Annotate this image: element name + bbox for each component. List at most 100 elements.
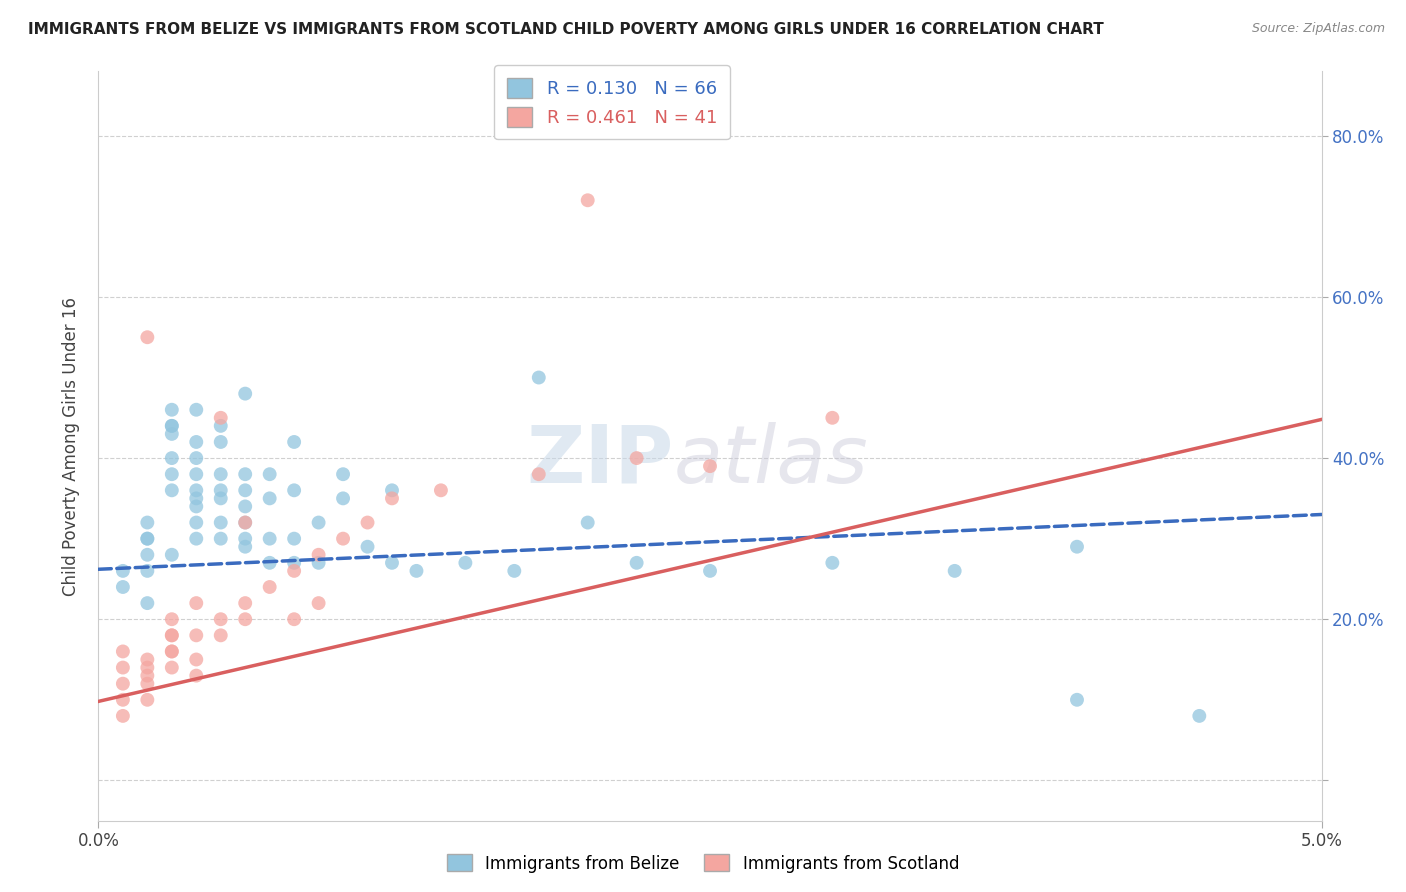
Point [332,467,354,482]
Point [381,491,404,506]
Point [111,693,134,707]
Point [1188,709,1211,723]
Point [527,370,550,384]
Point [111,676,134,690]
Point [381,483,404,498]
Point [699,459,721,474]
Point [943,564,966,578]
Point [259,556,281,570]
Point [160,628,183,642]
Point [308,516,330,530]
Text: Source: ZipAtlas.com: Source: ZipAtlas.com [1251,22,1385,36]
Point [283,556,305,570]
Text: atlas: atlas [673,422,868,500]
Point [405,564,427,578]
Point [503,564,526,578]
Point [160,467,183,482]
Point [209,628,232,642]
Point [356,516,378,530]
Point [283,434,305,449]
Legend: R = 0.130   N = 66, R = 0.461   N = 41: R = 0.130 N = 66, R = 0.461 N = 41 [495,65,730,139]
Point [209,516,232,530]
Point [332,532,354,546]
Point [209,467,232,482]
Point [160,644,183,658]
Point [186,402,208,417]
Point [626,451,648,466]
Point [1066,693,1088,707]
Point [186,500,208,514]
Point [308,548,330,562]
Point [186,628,208,642]
Point [111,644,134,658]
Point [186,467,208,482]
Point [160,451,183,466]
Point [160,402,183,417]
Point [186,532,208,546]
Point [356,540,378,554]
Point [186,451,208,466]
Point [527,467,550,482]
Text: IMMIGRANTS FROM BELIZE VS IMMIGRANTS FROM SCOTLAND CHILD POVERTY AMONG GIRLS UND: IMMIGRANTS FROM BELIZE VS IMMIGRANTS FRO… [28,22,1104,37]
Point [136,652,159,666]
Point [233,596,256,610]
Point [136,532,159,546]
Point [283,532,305,546]
Point [160,612,183,626]
Point [111,709,134,723]
Point [111,580,134,594]
Point [160,418,183,433]
Point [186,668,208,682]
Text: ZIP: ZIP [526,422,673,500]
Point [308,596,330,610]
Point [233,500,256,514]
Point [136,330,159,344]
Legend: Immigrants from Belize, Immigrants from Scotland: Immigrants from Belize, Immigrants from … [440,847,966,880]
Point [576,194,599,208]
Point [283,564,305,578]
Point [259,580,281,594]
Point [186,652,208,666]
Point [186,516,208,530]
Point [233,540,256,554]
Point [160,426,183,441]
Point [136,516,159,530]
Point [259,467,281,482]
Point [209,434,232,449]
Point [160,483,183,498]
Point [136,564,159,578]
Point [160,644,183,658]
Point [160,628,183,642]
Point [209,483,232,498]
Point [111,660,134,674]
Point [454,556,477,570]
Point [699,564,721,578]
Point [136,693,159,707]
Point [136,668,159,682]
Point [430,483,453,498]
Point [209,491,232,506]
Point [332,491,354,506]
Point [160,660,183,674]
Point [209,410,232,425]
Point [136,548,159,562]
Point [626,556,648,570]
Point [209,532,232,546]
Point [821,410,844,425]
Point [111,564,134,578]
Point [186,434,208,449]
Point [233,386,256,401]
Point [209,612,232,626]
Point [381,556,404,570]
Point [136,660,159,674]
Point [233,467,256,482]
Point [233,516,256,530]
Point [259,532,281,546]
Point [136,676,159,690]
Point [160,418,183,433]
Point [186,483,208,498]
Point [259,491,281,506]
Point [233,483,256,498]
Point [576,516,599,530]
Point [160,548,183,562]
